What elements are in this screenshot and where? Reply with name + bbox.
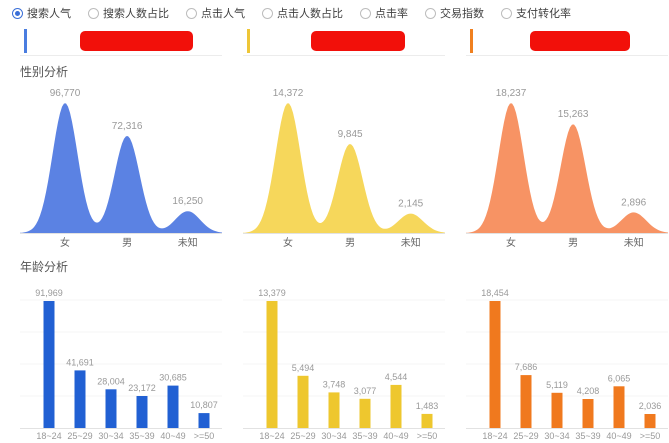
svg-text:9,845: 9,845	[338, 129, 363, 140]
metric-option-transaction-index[interactable]: 交易指数	[425, 5, 484, 21]
metric-option-label: 搜索人气	[27, 8, 71, 20]
svg-text:40~49: 40~49	[606, 431, 631, 441]
svg-text:未知: 未知	[178, 236, 198, 249]
svg-text:40~49: 40~49	[160, 431, 185, 441]
legend-item-2[interactable]	[243, 28, 445, 56]
svg-text:96,770: 96,770	[50, 88, 81, 99]
radio-icon	[501, 7, 512, 19]
svg-text:41,691: 41,691	[66, 357, 94, 367]
svg-text:>=50: >=50	[640, 431, 661, 441]
svg-text:35~39: 35~39	[575, 431, 600, 441]
svg-text:23,172: 23,172	[128, 383, 156, 393]
metric-option-label: 点击人气	[201, 8, 245, 20]
svg-text:男: 男	[345, 237, 355, 249]
svg-text:10,807: 10,807	[190, 400, 218, 410]
gender-section-title: 性别分析	[20, 65, 69, 79]
gender-charts-row: 96,770 72,316 16,250 女 男 未知 14,372 9,845 2,145 女…	[0, 83, 669, 249]
svg-text:25~29: 25~29	[513, 431, 538, 441]
svg-text:6,065: 6,065	[608, 373, 631, 383]
svg-text:2,896: 2,896	[621, 197, 646, 208]
svg-text:30,685: 30,685	[159, 373, 187, 383]
metric-option-label: 搜索人数占比	[103, 8, 169, 20]
svg-text:18~24: 18~24	[482, 431, 507, 441]
svg-text:28,004: 28,004	[97, 376, 125, 386]
svg-text:男: 男	[568, 237, 578, 249]
gender-area-chart-2: 14,372 9,845 2,145 女 男 未知	[243, 83, 445, 249]
svg-text:>=50: >=50	[417, 431, 438, 441]
svg-text:2,145: 2,145	[398, 199, 423, 210]
svg-text:16,250: 16,250	[172, 196, 203, 207]
legend-item-1[interactable]	[20, 28, 222, 56]
legend-color-bar-blue	[24, 29, 27, 53]
radio-icon	[88, 7, 99, 19]
metric-option-search-popularity[interactable]: 搜索人气	[12, 5, 71, 21]
metric-option-label: 点击人数占比	[277, 8, 343, 20]
legend-color-bar-orange	[470, 29, 473, 53]
metric-option-search-user-ratio[interactable]: 搜索人数占比	[88, 5, 169, 21]
svg-text:7,686: 7,686	[515, 362, 538, 372]
svg-text:4,544: 4,544	[385, 372, 408, 382]
svg-text:30~34: 30~34	[544, 431, 569, 441]
svg-text:18,454: 18,454	[481, 288, 509, 298]
svg-text:13,379: 13,379	[258, 288, 286, 298]
svg-text:女: 女	[283, 236, 293, 249]
metric-option-label: 支付转化率	[516, 8, 571, 20]
svg-text:未知: 未知	[624, 236, 644, 249]
radio-icon	[262, 7, 273, 19]
svg-text:15,263: 15,263	[558, 109, 589, 120]
svg-text:女: 女	[506, 236, 516, 249]
redacted-product-name-3	[530, 31, 630, 51]
age-bar-chart-3: 18,454 18~24 7,686 25~29 5,119 30~34 4,208 35~3…	[466, 281, 668, 441]
gender-area-chart-3: 18,237 15,263 2,896 女 男 未知	[466, 83, 668, 249]
age-bar-chart-2: 13,379 18~24 5,494 25~29 3,748 30~34 3,077 35~3…	[243, 281, 445, 441]
svg-text:72,316: 72,316	[112, 121, 143, 132]
radio-selected-icon	[12, 7, 23, 19]
radio-icon	[425, 7, 436, 19]
metric-option-label: 点击率	[375, 8, 408, 20]
svg-text:男: 男	[122, 237, 132, 249]
svg-text:18~24: 18~24	[259, 431, 284, 441]
svg-text:2,036: 2,036	[639, 401, 662, 411]
svg-text:40~49: 40~49	[383, 431, 408, 441]
metric-option-click-rate[interactable]: 点击率	[360, 5, 408, 21]
age-section-title: 年龄分析	[20, 260, 69, 274]
svg-text:未知: 未知	[401, 236, 421, 249]
svg-text:5,494: 5,494	[292, 363, 315, 373]
redacted-product-name-1	[80, 31, 193, 51]
svg-text:30~34: 30~34	[321, 431, 346, 441]
svg-text:25~29: 25~29	[67, 431, 92, 441]
metric-option-click-user-ratio[interactable]: 点击人数占比	[262, 5, 343, 21]
svg-text:3,748: 3,748	[323, 379, 346, 389]
gender-area-chart-1: 96,770 72,316 16,250 女 男 未知	[20, 83, 222, 249]
redacted-product-name-2	[311, 31, 405, 51]
svg-text:14,372: 14,372	[273, 88, 304, 99]
legend-row	[0, 28, 669, 56]
age-charts-row: 91,969 18~24 41,691 25~29 28,004 30~34 23,172 3…	[0, 281, 669, 441]
svg-text:1,483: 1,483	[416, 401, 439, 411]
svg-text:4,208: 4,208	[577, 386, 600, 396]
metric-radio-group: 搜索人气 搜索人数占比 点击人气 点击人数占比 点击率 交易指数 支付转化率	[0, 0, 669, 21]
age-bar-chart-1: 91,969 18~24 41,691 25~29 28,004 30~34 23,172 3…	[20, 281, 222, 441]
radio-icon	[360, 7, 371, 19]
metric-option-label: 交易指数	[440, 8, 484, 20]
metric-option-payment-conversion[interactable]: 支付转化率	[501, 5, 571, 21]
svg-text:25~29: 25~29	[290, 431, 315, 441]
svg-text:>=50: >=50	[194, 431, 215, 441]
metric-option-click-popularity[interactable]: 点击人气	[186, 5, 245, 21]
svg-text:91,969: 91,969	[35, 288, 63, 298]
svg-text:18,237: 18,237	[496, 88, 527, 99]
svg-text:35~39: 35~39	[352, 431, 377, 441]
svg-text:5,119: 5,119	[546, 380, 568, 390]
svg-text:30~34: 30~34	[98, 431, 123, 441]
legend-item-3[interactable]	[466, 28, 668, 56]
svg-text:女: 女	[60, 236, 70, 249]
svg-text:35~39: 35~39	[129, 431, 154, 441]
legend-color-bar-yellow	[247, 29, 250, 53]
radio-icon	[186, 7, 197, 19]
svg-text:3,077: 3,077	[354, 386, 377, 396]
svg-text:18~24: 18~24	[36, 431, 61, 441]
